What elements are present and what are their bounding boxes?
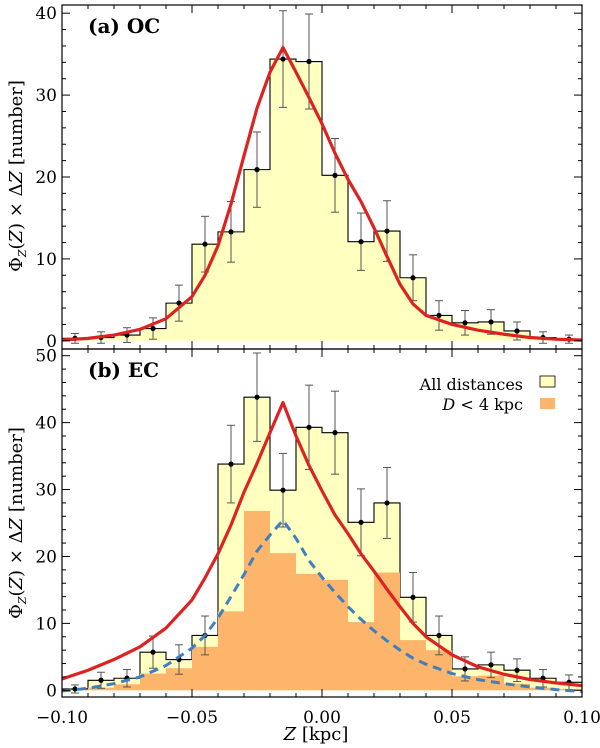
data-point [228,229,234,235]
a-model-curve [62,45,582,342]
data-point [514,328,520,334]
legend-swatch-all [539,375,556,388]
data-point [150,649,156,655]
data-point [280,56,286,62]
data-point [306,424,312,430]
hist-bar-near [348,622,374,691]
b-ticks: 0 10 20 30 40 50 −0.10 −0.05 0.00 0.05 0.10 [35,347,600,728]
x-tick-label: −0.05 [166,708,218,728]
y-tick-label: 10 [35,250,57,270]
data-point [254,167,260,173]
y-tick-label: 20 [35,547,57,567]
hist-bar-near [270,553,296,691]
legend-label-near: D < 4 kpc [441,395,523,414]
data-point [358,239,364,245]
panel-b-title: (b) EC [88,358,159,382]
hist-bar-near [140,673,166,691]
data-point [488,662,494,668]
y-tick-label: 50 [35,347,57,367]
data-point [462,666,468,672]
y-tick-label: 10 [35,614,57,634]
data-point [72,686,78,692]
data-point [436,312,442,319]
ylabel-b: ΦZ(Z) × ΔZ [number] [6,427,29,619]
hist-bar-near [88,687,114,691]
a-ticks: 0 10 20 30 40 [35,4,583,352]
y-tick-label: 0 [46,681,57,701]
hist-bar-near [504,683,530,691]
data-point [462,320,468,326]
b-model-curve [62,400,582,688]
y-tick-label: 40 [35,414,57,434]
data-point [410,275,416,281]
y-tick-label: 30 [35,481,57,501]
x-tick-label: 0.10 [563,708,600,728]
model-curve [62,45,582,342]
data-point [436,632,442,639]
a-errorbars [71,10,573,344]
y-tick-label: 0 [46,332,57,352]
y-tick-label: 30 [35,86,57,106]
ylabel-a: ΦZ(Z) × ΔZ [number] [6,80,29,272]
data-point [358,519,364,525]
hist-bar-near [218,611,244,691]
data-point [150,325,156,332]
x-tick-label: 0.00 [303,708,341,728]
hist-bar-near [244,510,270,691]
panel-a-title: (a) OC [88,14,160,38]
panel-a-oc: 0 10 20 30 40 [35,4,583,352]
hist-bar-near [166,668,192,691]
hist-outline [62,396,582,691]
hist-bar-near [374,572,400,691]
y-tick-label: 40 [35,4,57,24]
x-tick-label: 0.05 [433,708,471,728]
b-axes-frame [61,348,583,698]
legend-swatch-near [540,398,555,409]
data-point [410,594,416,600]
hist-bar-near [452,676,478,691]
xlabel: Z [kpc] [283,724,349,745]
hist-bar-near [400,640,426,691]
data-point [384,500,390,506]
legend-label-all: All distances [419,375,523,394]
model-curve [62,400,582,688]
data-point [384,228,390,234]
data-point [254,394,260,400]
data-point [280,487,286,493]
data-point [306,58,312,65]
data-point [332,172,338,178]
data-point [514,667,520,673]
a-histogram [62,58,582,341]
x-tick-label: −0.10 [36,708,88,728]
panel-b-ec: 0 10 20 30 40 50 −0.10 −0.05 0.00 0.05 0.10 [35,347,600,728]
data-point [228,461,234,467]
data-point [202,241,208,247]
hist-bar-near [322,579,348,691]
legend: All distances D < 4 kpc [419,375,556,414]
y-tick-label: 20 [35,168,57,188]
data-point [488,319,494,325]
data-point [332,430,338,436]
b-errorbars [71,352,573,694]
hist-bar-near [296,573,322,691]
data-point [98,677,104,683]
